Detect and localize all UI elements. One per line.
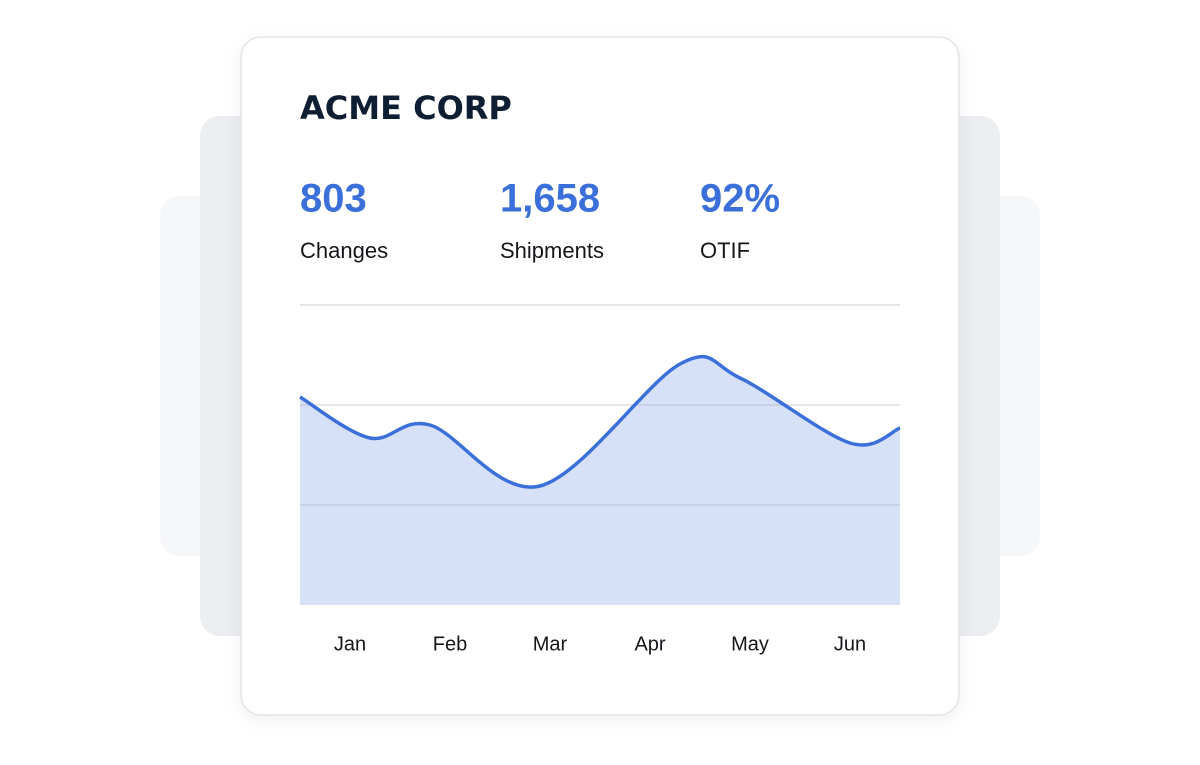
card [240,36,960,716]
stat-value: 1,658 [500,177,600,221]
line [299,354,901,489]
x-tick-label: Jan [334,633,366,655]
stat-label: OTIF [700,238,750,263]
x-tick-label: May [731,633,769,655]
stat-label: Shipments [500,238,604,263]
stat-label: Changes [300,238,388,263]
x-tick-label: Mar [533,633,568,655]
company-title: ACME CORP [300,89,512,127]
x-tick-label: Apr [634,633,665,655]
area-fill [300,356,900,605]
stat-value: 92% [700,177,780,221]
x-tick-label: Jun [834,633,866,655]
x-tick-label: Feb [433,633,467,655]
stats: 803 Changes 1,658 Shipments 92% OTIF [300,177,780,263]
chart: Jan Feb Mar Apr May Jun [299,304,901,655]
stat-value: 803 [300,177,367,221]
